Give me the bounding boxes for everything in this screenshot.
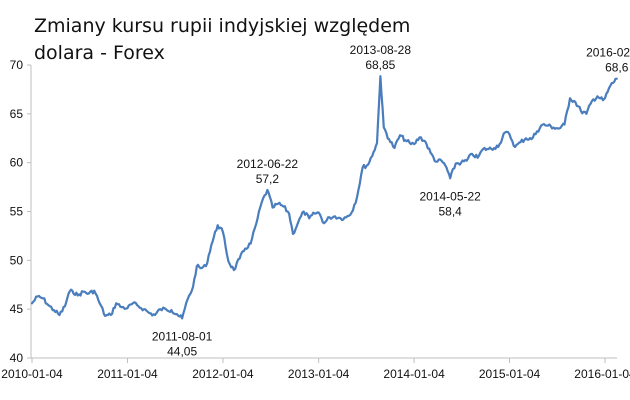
annotation-date-label: 2014-05-22: [419, 189, 481, 203]
y-tick-label: 65: [10, 107, 24, 121]
chart-title-line-1: Zmiany kursu rupii indyjskiej względem: [34, 15, 410, 37]
x-tick-label: 2012-01-04: [192, 367, 254, 381]
annotation-date-label: 2016-02-18: [586, 46, 630, 60]
annotations: 2011-08-0144,052012-06-2257,22013-08-286…: [152, 43, 630, 358]
y-tick-label: 50: [10, 253, 24, 267]
y-tick-label: 40: [10, 351, 24, 365]
y-tick-label: 55: [10, 205, 24, 219]
annotation-date-label: 2012-06-22: [237, 157, 299, 171]
y-axis-ticks: 40 45 50 55 60 65 70: [10, 58, 31, 365]
annotation-value-label: 68,85: [365, 58, 395, 72]
series-line: [30, 75, 618, 320]
x-tick-label: 2013-01-04: [288, 367, 350, 381]
chart-title-line-2: dolara - Forex: [34, 42, 165, 64]
annotation-date-label: 2013-08-28: [350, 43, 412, 57]
annotation-value-label: 57,2: [256, 172, 280, 186]
y-tick-label: 60: [10, 156, 24, 170]
annotation-value-label: 44,05: [167, 344, 197, 358]
x-tick-label: 2015-01-04: [479, 367, 541, 381]
annotation-date-label: 2011-08-01: [152, 329, 213, 343]
annotation-value-label: 58,4: [438, 204, 462, 218]
x-tick-label: 2011-01-04: [97, 367, 158, 381]
x-tick-label: 2014-01-04: [383, 367, 445, 381]
y-tick-label: 70: [10, 58, 24, 72]
x-tick-label: 2010-01-04: [1, 367, 63, 381]
series-layer: [30, 75, 618, 320]
annotation-value-label: 68,6: [605, 61, 629, 75]
y-tick-label: 45: [10, 302, 24, 316]
x-tick-label: 2016-01-04: [574, 367, 630, 381]
x-axis-ticks: 2010-01-04 2011-01-04 2012-01-04 2013-01-04…: [1, 358, 630, 381]
